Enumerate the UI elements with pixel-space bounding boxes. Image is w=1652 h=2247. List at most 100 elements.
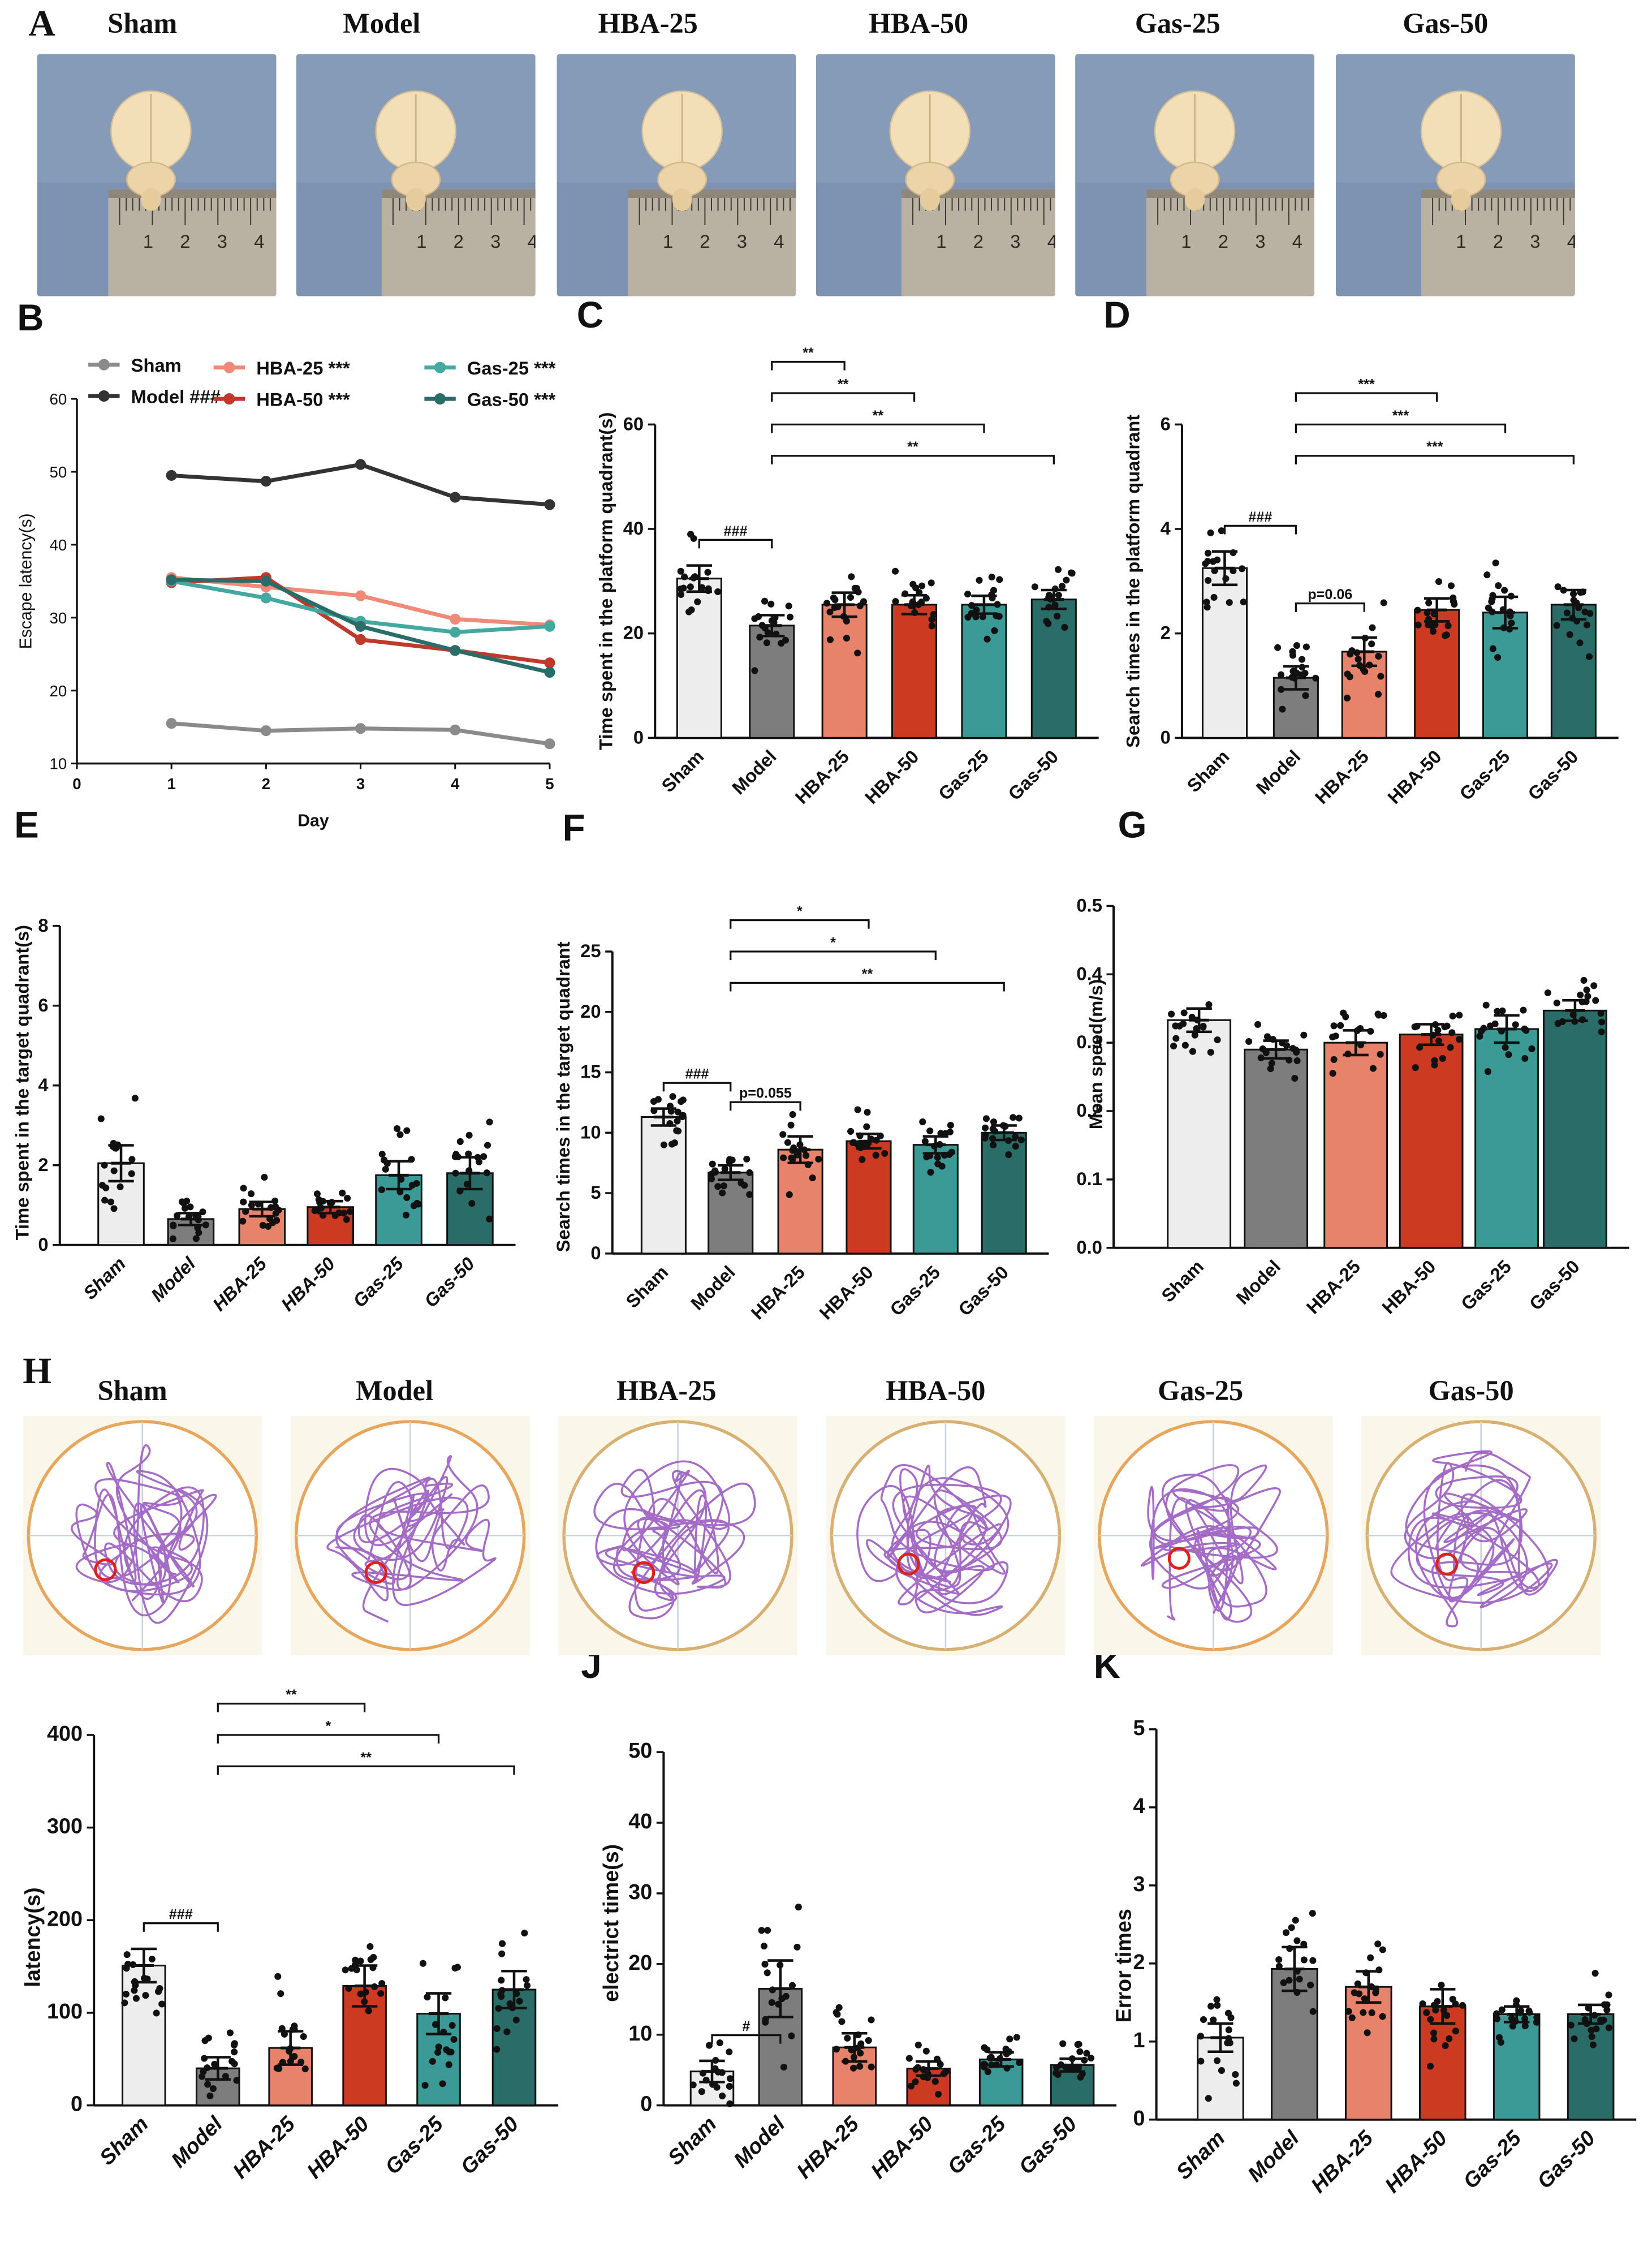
- data-point: [911, 609, 918, 616]
- data-point: [1063, 576, 1070, 584]
- data-point: [480, 1153, 488, 1160]
- bar-gas-25: [1493, 2013, 1541, 2121]
- data-point: [1592, 997, 1599, 1004]
- data-point: [394, 1125, 401, 1133]
- data-point: [712, 2056, 719, 2064]
- data-point: [844, 2034, 851, 2042]
- x-tick-label-model: Model: [1243, 2126, 1304, 2187]
- x-tick-label-hba-25: HBA-25: [1302, 1256, 1364, 1318]
- data-point: [779, 1131, 787, 1138]
- data-point: [366, 1943, 374, 1950]
- data-point: [989, 1125, 997, 1133]
- data-point: [804, 1161, 812, 1168]
- ruler-number: 2: [454, 231, 464, 252]
- data-point: [398, 1176, 405, 1183]
- bar-gas-50: [981, 1131, 1027, 1255]
- data-point: [1569, 1011, 1577, 1018]
- data-point: [1051, 585, 1059, 593]
- data-point: [123, 1951, 131, 1958]
- data-point: [450, 2035, 458, 2043]
- bar-hba-50: [342, 1985, 387, 2107]
- data-point: [891, 567, 899, 575]
- data-point: [1559, 1018, 1566, 1026]
- legend-label-hba-25: HBA-25 ***: [256, 358, 350, 378]
- swim-track-gas-25: [1093, 1415, 1333, 1655]
- point-model: [544, 499, 555, 510]
- x-tick-label-hba-50: HBA-50: [815, 1262, 877, 1324]
- data-point: [1600, 2016, 1607, 2024]
- data-point: [316, 1204, 324, 1212]
- data-point: [1430, 610, 1438, 618]
- bar-sham: [676, 578, 722, 739]
- data-point: [728, 1156, 736, 1164]
- data-point: [721, 1165, 728, 1173]
- data-point: [1017, 1136, 1025, 1143]
- data-point: [1180, 1020, 1187, 1027]
- data-point: [1296, 1975, 1303, 1983]
- ruler-number: 4: [1047, 231, 1055, 252]
- data-point: [687, 531, 695, 538]
- data-point: [1442, 2042, 1449, 2050]
- data-point: [1210, 2016, 1217, 2024]
- chart-c: C 0 20 40 60 Time spent in the platform quadr…: [577, 294, 1099, 808]
- data-point: [666, 1120, 674, 1127]
- data-point: [946, 1128, 954, 1136]
- y-tick-label: 25: [580, 940, 601, 961]
- significance-bracket: [730, 919, 870, 929]
- swim-track-gas-50: [1361, 1415, 1601, 1655]
- data-point: [1380, 1011, 1387, 1019]
- data-point: [378, 1151, 386, 1158]
- data-point: [840, 613, 847, 620]
- data-point: [378, 1186, 385, 1194]
- data-point: [785, 602, 792, 610]
- data-point: [1598, 1028, 1605, 1036]
- bar-hba-50: [846, 1140, 892, 1255]
- data-point: [498, 1950, 506, 1957]
- data-point: [369, 1964, 377, 1971]
- y-tick-label: 5: [1133, 1716, 1145, 1740]
- data-point: [719, 1189, 726, 1196]
- data-point: [1576, 639, 1584, 647]
- data-point: [768, 1999, 775, 2006]
- data-point: [1218, 527, 1225, 535]
- x-tick-label-gas-25: Gas-25: [349, 1252, 408, 1311]
- brain-photo-model: 1 2 3 4: [296, 54, 536, 296]
- data-point: [973, 606, 980, 614]
- significance-bracket: [217, 1765, 515, 1775]
- data-point: [1293, 1988, 1301, 1996]
- data-point: [758, 1927, 765, 1934]
- data-point: [456, 1187, 464, 1195]
- data-point: [1218, 2067, 1225, 2074]
- panel-letter-c: C: [577, 294, 603, 335]
- data-point: [342, 1966, 349, 1974]
- data-point: [1211, 567, 1218, 574]
- data-point: [919, 1118, 926, 1126]
- data-point: [1348, 2014, 1356, 2021]
- y-tick-label: 3: [1133, 1872, 1145, 1896]
- data-point: [345, 1985, 352, 1992]
- data-point: [674, 1108, 681, 1116]
- point-gas-50: [355, 621, 366, 632]
- data-point: [1484, 1068, 1491, 1075]
- significance-label: **: [286, 1687, 297, 1703]
- data-point: [446, 2048, 453, 2056]
- data-point: [456, 1138, 464, 1146]
- data-point: [698, 2088, 705, 2095]
- x-tick-label-gas-50: Gas-50: [1015, 2112, 1082, 2180]
- data-point: [1413, 1022, 1421, 1030]
- data-point: [780, 2063, 788, 2071]
- y-tick-label: 50: [628, 1739, 652, 1763]
- data-point: [201, 2037, 209, 2044]
- data-point: [1374, 691, 1382, 698]
- panel-h-letter: H: [23, 1350, 52, 1392]
- data-point: [982, 1131, 989, 1139]
- x-tick-label-sham: Sham: [663, 2112, 721, 2170]
- track-label-hba-25: HBA-25: [616, 1376, 717, 1407]
- bar-hba-50: [1418, 2005, 1466, 2121]
- significance-bracket: [1223, 524, 1297, 535]
- significance-label: ###: [1248, 509, 1272, 525]
- data-point: [1505, 1051, 1512, 1058]
- bar-sham: [1167, 1019, 1232, 1249]
- y-tick-label: 0: [590, 1242, 601, 1263]
- data-point: [1194, 1017, 1201, 1024]
